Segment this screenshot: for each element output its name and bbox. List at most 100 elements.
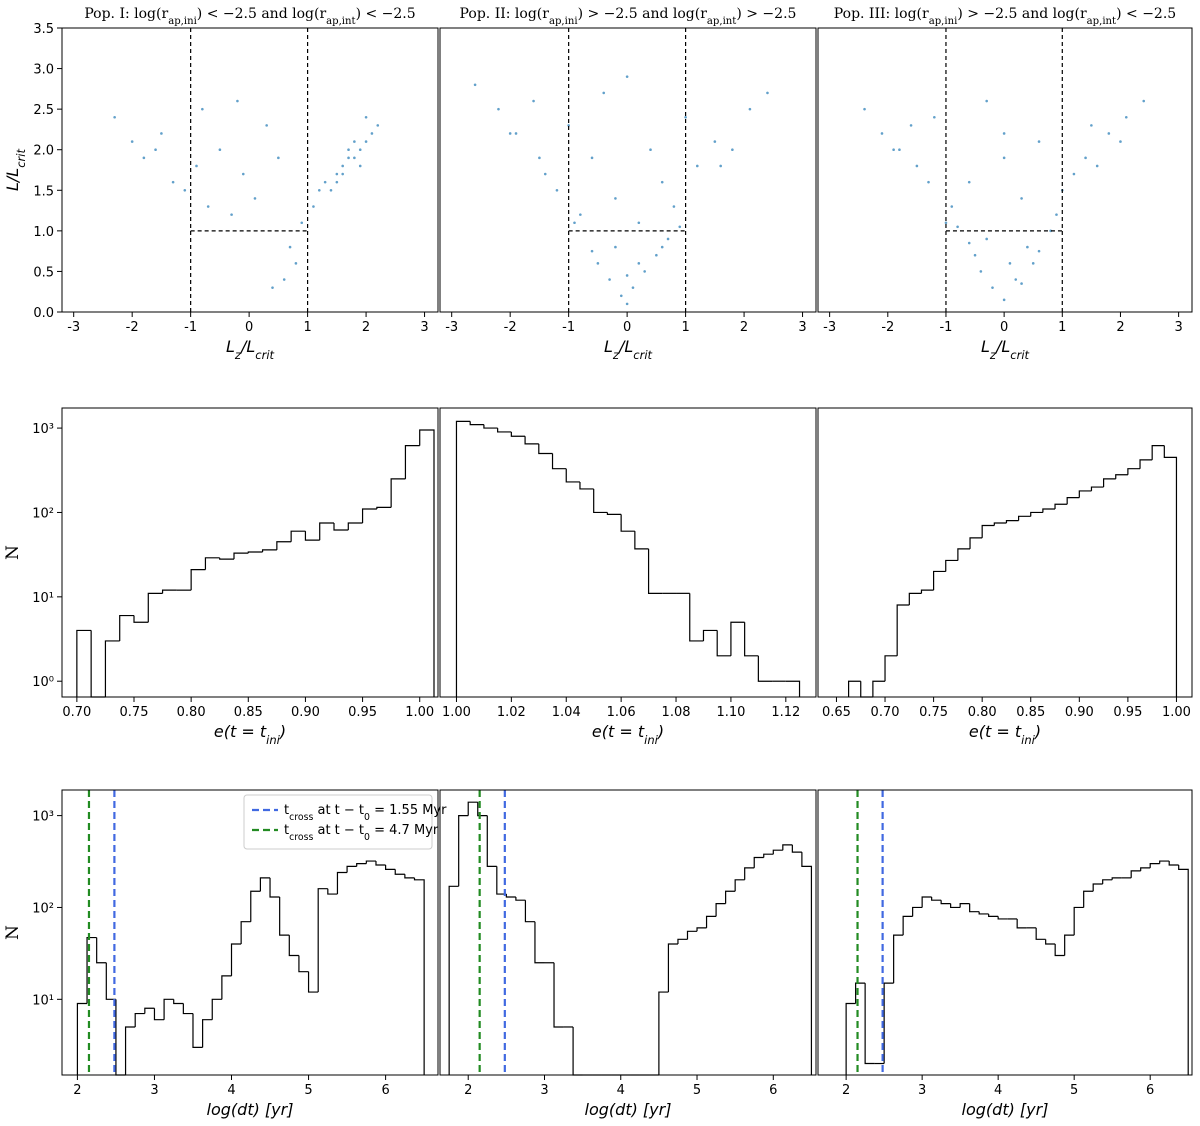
point — [1031, 262, 1035, 265]
hist-step — [1054, 944, 1065, 957]
point — [341, 172, 344, 176]
point — [713, 140, 717, 143]
hist-step — [772, 849, 783, 855]
hist-step — [404, 445, 420, 479]
hist-step — [1159, 860, 1170, 864]
hist-step — [336, 871, 348, 895]
hist-step — [304, 531, 320, 541]
hist-step — [298, 955, 309, 973]
point — [358, 148, 362, 152]
y-tick-label: 10² — [32, 901, 54, 916]
panel-title: Pop. III: log(rap,ini) > −2.5 and log(ra… — [834, 6, 1176, 27]
hist-step — [988, 913, 999, 917]
hist-step — [872, 680, 886, 697]
point — [154, 148, 157, 152]
point — [985, 237, 988, 241]
point — [218, 148, 222, 152]
point — [364, 115, 368, 119]
point — [985, 99, 988, 103]
x-tick-label: -2 — [126, 320, 139, 335]
hist-step — [192, 1013, 203, 1048]
hist-step — [182, 1003, 193, 1015]
hist-step — [361, 508, 377, 524]
hist-step — [677, 938, 688, 945]
point — [637, 262, 641, 265]
hist-step — [233, 552, 249, 560]
panel: 2 3 4 5 6 log(dt) [yr] — [439, 789, 817, 1119]
hist-step — [658, 991, 669, 1075]
point — [1119, 140, 1122, 143]
x-tick-label: 3 — [420, 320, 428, 335]
point — [684, 115, 687, 119]
x-tick-label: 1.12 — [771, 705, 800, 720]
hist-step — [715, 903, 726, 917]
hist-step — [725, 890, 736, 904]
x-tick-label: 1 — [303, 320, 311, 335]
y-tick-label: 10¹ — [32, 993, 54, 1008]
hist-step — [375, 861, 386, 866]
point — [625, 75, 629, 78]
x-tick-label: 4 — [994, 1083, 1002, 1098]
legend-box — [243, 794, 433, 850]
hist-step — [161, 589, 177, 594]
hist-step — [1127, 468, 1141, 475]
x-tick-label: 0.75 — [919, 705, 948, 720]
hist-step — [940, 900, 951, 905]
x-tick-label: 5 — [693, 1083, 701, 1098]
point — [567, 124, 570, 127]
hist-step — [702, 629, 718, 641]
hist-step — [153, 1008, 165, 1021]
point — [880, 132, 884, 135]
hist-step — [883, 982, 894, 1064]
hist-step — [144, 1007, 155, 1014]
x-tick-label: 2 — [464, 1083, 472, 1098]
hist-step — [551, 453, 567, 470]
x-tick-label: 3 — [1174, 320, 1182, 335]
hist-step — [458, 815, 469, 887]
y-tick-label: 1.5 — [33, 184, 54, 199]
hist-step — [921, 896, 932, 908]
x-tick-label: -1 — [562, 320, 575, 335]
axes-frame — [817, 407, 1193, 698]
y-tick-label: 10⁰ — [32, 675, 54, 690]
point — [201, 107, 204, 111]
point — [113, 115, 116, 119]
hist-step — [896, 604, 910, 656]
point — [160, 132, 163, 135]
point — [353, 140, 356, 143]
y-tick-label: 10³ — [32, 422, 54, 437]
hist-step — [1151, 445, 1165, 460]
x-tick-label: 0.90 — [1065, 705, 1094, 720]
legend-label: tcross at t − t0 = 1.55 Myr — [284, 803, 447, 823]
point — [370, 132, 374, 135]
hist-step — [190, 569, 206, 591]
hist-step — [1090, 486, 1104, 491]
point — [637, 221, 641, 225]
x-tick-label: -1 — [184, 320, 197, 335]
hist-step — [763, 853, 774, 858]
x-axis-label: log(dt) [yr] — [207, 1100, 294, 1119]
hist-step — [86, 936, 97, 1004]
point — [376, 124, 380, 127]
point — [282, 278, 286, 281]
hist-step — [105, 962, 116, 1000]
point — [643, 270, 646, 273]
hist-step — [593, 488, 608, 514]
hist-step — [791, 844, 802, 853]
hist-step — [957, 548, 971, 561]
hist-step — [288, 935, 299, 957]
point — [353, 156, 356, 160]
point — [863, 107, 866, 111]
hist-step — [1168, 861, 1179, 866]
hist-step — [1018, 515, 1031, 521]
point — [991, 286, 994, 289]
x-tick-label: 2 — [740, 320, 748, 335]
hist-step — [250, 890, 261, 922]
x-tick-label: 1.00 — [1162, 705, 1191, 720]
hist-step — [908, 592, 922, 606]
point — [335, 180, 339, 184]
hist-step — [785, 680, 801, 697]
point — [573, 221, 576, 225]
hist-step — [1111, 877, 1122, 880]
point — [1090, 124, 1093, 127]
